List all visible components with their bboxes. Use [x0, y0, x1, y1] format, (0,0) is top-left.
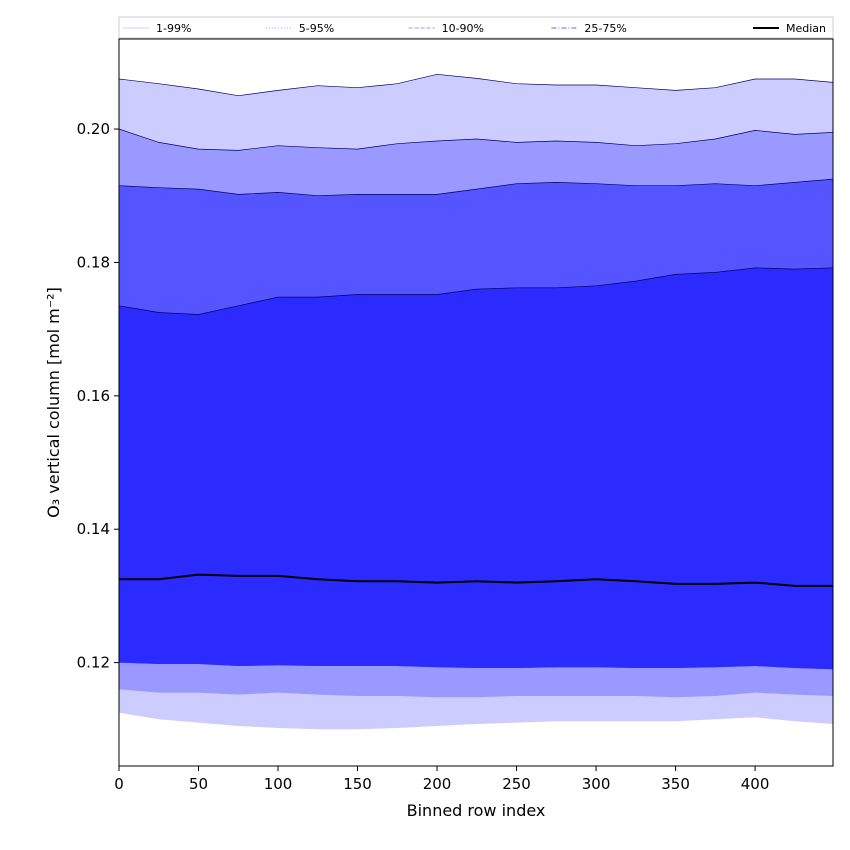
x-axis-ticks: 0 50 100 150 200 250 300 350 400	[114, 766, 769, 793]
percentile-bands	[118, 73, 834, 730]
legend-label: 25-75%	[584, 22, 626, 35]
x-axis-label: Binned row index	[407, 801, 546, 820]
legend: 1-99% 5-95% 10-90% 25-75% Median	[118, 16, 834, 39]
legend-label: 1-99%	[156, 22, 191, 35]
x-tick-label: 300	[582, 775, 611, 793]
legend-label: 5-95%	[299, 22, 334, 35]
plot-frame	[118, 38, 834, 767]
band-upper-edge-25-75%	[118, 267, 834, 315]
y-axis-ticks: 0.12 0.14 0.16 0.18 0.20	[77, 120, 119, 672]
median-line	[119, 573, 833, 587]
legend-frame	[118, 16, 834, 39]
y-tick-label: 0.12	[77, 654, 110, 672]
y-tick-label: 0.14	[77, 520, 110, 538]
legend-label: Median	[786, 22, 826, 35]
x-tick-label: 200	[423, 775, 452, 793]
band-upper-edge-5-95%	[118, 128, 834, 151]
band-upper-edge-10-90%	[118, 178, 834, 197]
x-tick-label: 400	[741, 775, 770, 793]
x-tick-label: 250	[502, 775, 531, 793]
x-tick-label: 150	[343, 775, 372, 793]
y-tick-label: 0.20	[77, 120, 110, 138]
band-upper-edge-1-99%	[118, 73, 834, 97]
band-25-75%	[119, 267, 833, 670]
legend-label: 10-90%	[442, 22, 484, 35]
y-tick-label: 0.16	[77, 387, 110, 405]
y-tick-label: 0.18	[77, 253, 110, 271]
y-axis-label: O₃ vertical column [mol m⁻²]	[44, 287, 63, 518]
x-tick-label: 0	[114, 775, 124, 793]
x-tick-label: 100	[264, 775, 293, 793]
x-tick-label: 350	[661, 775, 690, 793]
x-tick-label: 50	[189, 775, 208, 793]
median-line-group	[119, 573, 833, 587]
